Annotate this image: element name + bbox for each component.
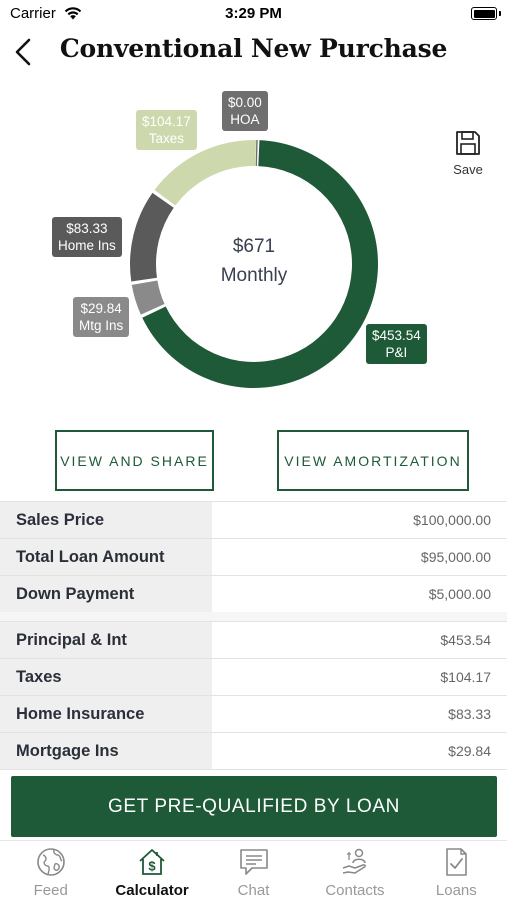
svg-text:$: $ bbox=[148, 859, 156, 874]
callout-taxes-value: $104.17 bbox=[142, 114, 191, 129]
view-amortization-label: VIEW AMORTIZATION bbox=[284, 452, 462, 469]
get-pre-qualified-button[interactable]: GET PRE-QUALIFIED BY LOAN bbox=[11, 776, 497, 837]
view-and-share-button[interactable]: VIEW AND SHARE bbox=[55, 430, 214, 491]
tab-label: Loans bbox=[435, 882, 477, 899]
donut-slice-taxes bbox=[154, 140, 256, 206]
callout-mtg-ins-value: $29.84 bbox=[80, 301, 122, 316]
tab-label: Calculator bbox=[115, 882, 189, 899]
view-amortization-button[interactable]: VIEW AMORTIZATION bbox=[277, 430, 469, 491]
callout-pi: $453.54 P&I bbox=[366, 324, 427, 364]
status-time: 3:29 PM bbox=[225, 5, 282, 22]
donut-slice-mtg-ins bbox=[131, 280, 165, 315]
row-label: Taxes bbox=[0, 659, 212, 695]
tab-loans[interactable]: Loans bbox=[406, 841, 507, 900]
tab-contacts[interactable]: Contacts bbox=[304, 841, 405, 900]
row-value: $29.84 bbox=[448, 743, 491, 759]
donut-chart-svg: $671 Monthly bbox=[130, 140, 378, 388]
donut-slice-hoa bbox=[255, 140, 258, 167]
view-and-share-label: VIEW AND SHARE bbox=[60, 452, 209, 469]
row-value: $453.54 bbox=[440, 632, 491, 648]
table-row: Taxes $104.17 bbox=[0, 659, 507, 696]
callout-home-ins: $83.33 Home Ins bbox=[52, 217, 122, 257]
wifi-icon bbox=[64, 7, 82, 20]
table-row: Down Payment $5,000.00 bbox=[0, 576, 507, 613]
page-title: Conventional New Purchase bbox=[59, 34, 448, 63]
callout-home-ins-value: $83.33 bbox=[66, 221, 108, 236]
row-value: $104.17 bbox=[440, 669, 491, 685]
row-value: $95,000.00 bbox=[420, 549, 491, 565]
globe-icon bbox=[36, 848, 65, 876]
center-amount: $671 bbox=[233, 236, 275, 257]
status-bar: Carrier 3:29 PM bbox=[0, 0, 507, 28]
tab-feed[interactable]: Feed bbox=[0, 841, 101, 900]
callout-mtg-ins-name: Mtg Ins bbox=[79, 318, 124, 333]
row-label: Total Loan Amount bbox=[0, 539, 212, 575]
tab-label: Feed bbox=[33, 882, 68, 899]
tab-calculator[interactable]: $ Calculator bbox=[101, 841, 202, 900]
save-disk-icon bbox=[456, 131, 480, 155]
chat-icon bbox=[239, 849, 268, 875]
table-row: Principal & Int $453.54 bbox=[0, 622, 507, 659]
battery-tip bbox=[499, 11, 501, 16]
contacts-icon bbox=[342, 848, 366, 874]
callout-taxes: $104.17 Taxes bbox=[136, 110, 197, 150]
row-value: $100,000.00 bbox=[413, 512, 491, 528]
row-label: Mortgage Ins bbox=[0, 733, 212, 769]
row-label: Principal & Int bbox=[0, 622, 212, 658]
payment-breakdown-table: Principal & Int $453.54 Taxes $104.17 Ho… bbox=[0, 621, 507, 770]
table-separator bbox=[0, 612, 507, 622]
battery-icon bbox=[471, 7, 497, 20]
back-chevron-icon[interactable] bbox=[12, 36, 34, 68]
row-value: $83.33 bbox=[448, 706, 491, 722]
carrier-name: Carrier bbox=[10, 5, 56, 22]
callout-hoa: $0.00 HOA bbox=[222, 91, 268, 131]
row-label: Sales Price bbox=[0, 502, 212, 538]
callout-taxes-name: Taxes bbox=[148, 131, 185, 146]
donut-slice-home-ins bbox=[130, 192, 174, 282]
table-row: Sales Price $100,000.00 bbox=[0, 502, 507, 539]
save-button[interactable]: Save bbox=[448, 130, 488, 182]
get-pre-qualified-label: GET PRE-QUALIFIED BY LOAN bbox=[108, 795, 400, 817]
payment-donut-chart: $671 Monthly $0.00 HOA $104.17 Taxes $83… bbox=[0, 80, 507, 410]
center-label: Monthly bbox=[221, 265, 288, 286]
loan-summary-table: Sales Price $100,000.00 Total Loan Amoun… bbox=[0, 501, 507, 613]
bottom-tab-bar: Feed $ Calculator Chat Contacts bbox=[0, 840, 507, 900]
tab-label: Contacts bbox=[325, 882, 385, 899]
save-label: Save bbox=[453, 162, 483, 177]
row-label: Home Insurance bbox=[0, 696, 212, 732]
tab-chat[interactable]: Chat bbox=[203, 841, 304, 900]
house-dollar-icon: $ bbox=[139, 849, 165, 875]
callout-pi-value: $453.54 bbox=[372, 328, 421, 343]
table-row: Total Loan Amount $95,000.00 bbox=[0, 539, 507, 576]
loan-document-icon bbox=[446, 848, 468, 876]
callout-hoa-value: $0.00 bbox=[228, 95, 262, 110]
callout-mtg-ins: $29.84 Mtg Ins bbox=[73, 297, 130, 337]
callout-home-ins-name: Home Ins bbox=[58, 238, 116, 253]
table-row: Home Insurance $83.33 bbox=[0, 696, 507, 733]
row-value: $5,000.00 bbox=[428, 586, 491, 602]
tab-label: Chat bbox=[237, 882, 270, 899]
callout-hoa-name: HOA bbox=[230, 112, 260, 127]
row-label: Down Payment bbox=[0, 576, 212, 612]
callout-pi-name: P&I bbox=[385, 345, 408, 360]
table-row: Mortgage Ins $29.84 bbox=[0, 733, 507, 770]
